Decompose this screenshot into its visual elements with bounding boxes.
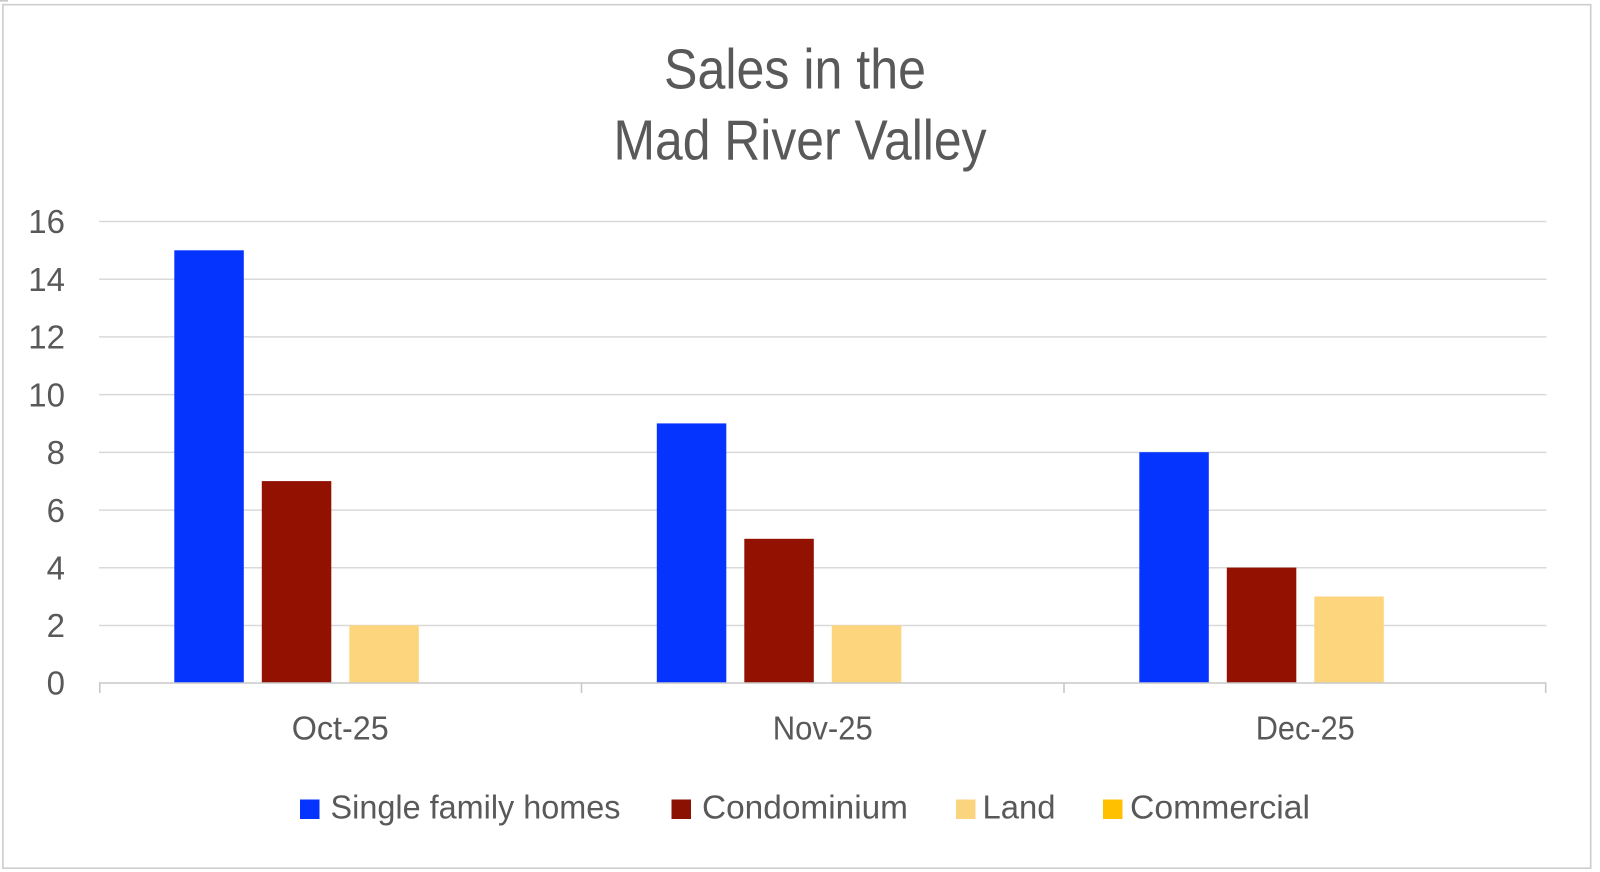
svg-text:8: 8 — [47, 434, 65, 471]
svg-text:Commercial: Commercial — [1130, 788, 1310, 825]
svg-text:Single family homes: Single family homes — [331, 788, 621, 825]
svg-text:Dec-25: Dec-25 — [1256, 709, 1355, 746]
svg-text:Mad River Valley: Mad River Valley — [614, 109, 988, 172]
svg-text:4: 4 — [47, 550, 65, 587]
svg-text:Nov-25: Nov-25 — [773, 709, 873, 746]
svg-text:14: 14 — [28, 261, 65, 298]
svg-text:Land: Land — [983, 788, 1056, 825]
svg-text:12: 12 — [28, 319, 65, 356]
svg-text:0: 0 — [47, 665, 65, 702]
svg-text:6: 6 — [47, 492, 65, 529]
svg-text:Oct-25: Oct-25 — [292, 709, 389, 746]
svg-text:2: 2 — [47, 607, 65, 644]
svg-text:Sales in the: Sales in the — [664, 38, 926, 101]
svg-text:Condominium: Condominium — [702, 788, 908, 825]
svg-text:16: 16 — [28, 203, 65, 240]
svg-text:10: 10 — [28, 376, 65, 413]
